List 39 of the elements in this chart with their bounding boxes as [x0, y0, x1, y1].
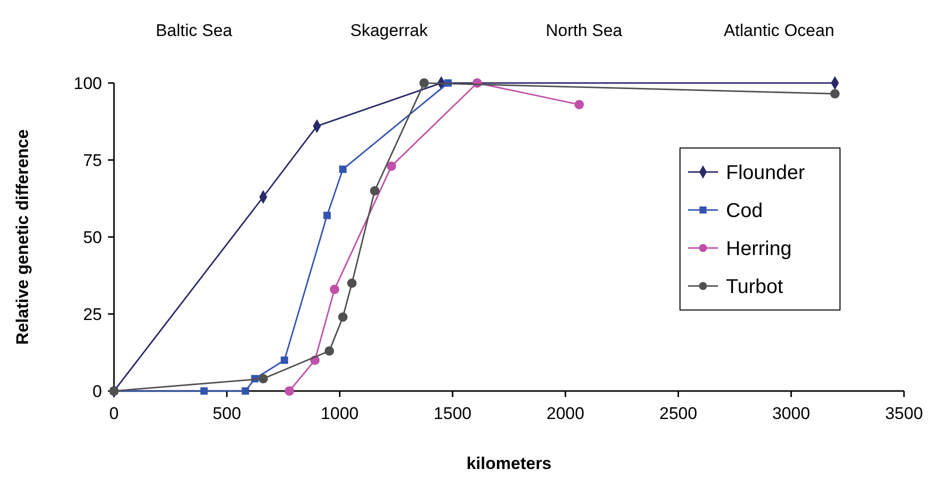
point — [242, 387, 250, 395]
x-tick-label: 500 — [212, 404, 242, 423]
y-tick-label: 50 — [83, 228, 102, 247]
y-tick-label: 25 — [83, 305, 102, 324]
y-axis-title: Relative genetic difference — [13, 129, 32, 345]
x-tick-label: 1500 — [434, 404, 472, 423]
point — [347, 278, 357, 288]
x-axis-title: kilometers — [466, 454, 552, 473]
y-tick-label: 75 — [83, 151, 102, 170]
x-tick-label: 0 — [109, 404, 119, 423]
legend-label: Flounder — [726, 162, 806, 184]
point — [574, 100, 584, 110]
x-tick-label: 3000 — [772, 404, 810, 423]
point — [323, 212, 331, 220]
point — [386, 161, 396, 171]
x-tick-label: 2000 — [546, 404, 584, 423]
text: Skagerrak — [350, 21, 428, 40]
point — [370, 186, 380, 196]
x-tick-label: 3500 — [885, 404, 923, 423]
point — [280, 356, 288, 364]
text: North Sea — [546, 21, 623, 40]
point — [330, 284, 340, 294]
y-tick-label: 100 — [74, 74, 102, 93]
point — [200, 387, 208, 395]
x-tick-label: 1000 — [320, 404, 359, 423]
point — [258, 374, 268, 384]
legend-label: Herring — [726, 238, 792, 260]
x-tick-label: 2500 — [659, 404, 698, 423]
point — [830, 89, 840, 98]
text: Baltic Sea — [156, 21, 233, 40]
y-tick-label: 0 — [92, 382, 102, 401]
point — [324, 346, 334, 356]
text: Atlantic Ocean — [724, 21, 834, 40]
point — [338, 312, 348, 322]
point — [419, 78, 429, 88]
legend-label: Turbot — [726, 276, 784, 298]
point — [339, 166, 347, 173]
point — [284, 386, 294, 396]
legend-label: Cod — [726, 200, 763, 222]
